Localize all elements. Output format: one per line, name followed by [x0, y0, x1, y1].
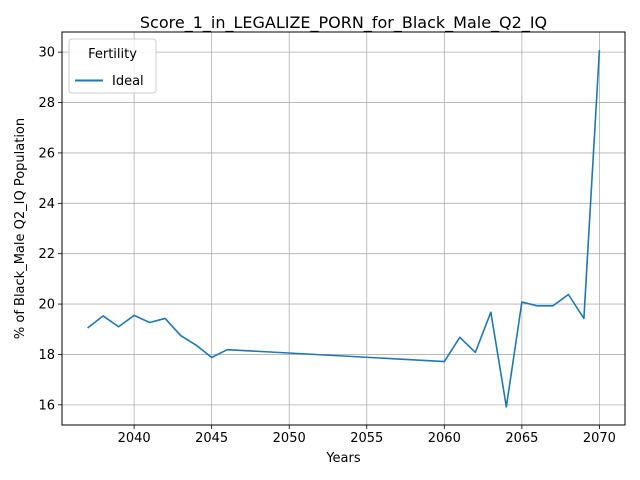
x-tick-label: 2055 [350, 431, 383, 446]
x-axis-label: Years [325, 451, 361, 466]
x-tick-label: 2040 [118, 431, 151, 446]
x-tick-label: 2065 [505, 431, 538, 446]
x-tick-label: 2070 [583, 431, 616, 446]
plot-frame [61, 31, 626, 426]
y-tick-label: 20 [38, 298, 55, 313]
y-tick-label: 18 [38, 348, 55, 363]
y-tick-label: 24 [38, 197, 55, 212]
y-axis: 16 18 20 22 24 26 28 30 [38, 46, 62, 413]
y-tick-label: 30 [38, 46, 55, 61]
x-tick-label: 2060 [428, 431, 461, 446]
chart-title: Score_1_in_LEGALIZE_PORN_for_Black_Male_… [140, 13, 547, 33]
y-axis-label: % of Black_Male Q2_IQ Population [13, 118, 28, 339]
y-tick-label: 28 [38, 96, 55, 111]
y-tick-label: 26 [38, 146, 55, 161]
series-line-ideal [87, 50, 601, 408]
y-tick-label: 16 [38, 398, 55, 413]
legend-label-ideal: Ideal [112, 74, 144, 89]
legend: Fertility Ideal [68, 38, 157, 94]
x-axis: 2040 2045 2050 2055 2060 2065 2070 [118, 425, 616, 446]
x-tick-label: 2045 [195, 431, 228, 446]
legend-title: Fertility [88, 47, 137, 62]
y-tick-label: 22 [38, 247, 55, 262]
x-tick-label: 2050 [273, 431, 306, 446]
series-layer [87, 50, 601, 408]
